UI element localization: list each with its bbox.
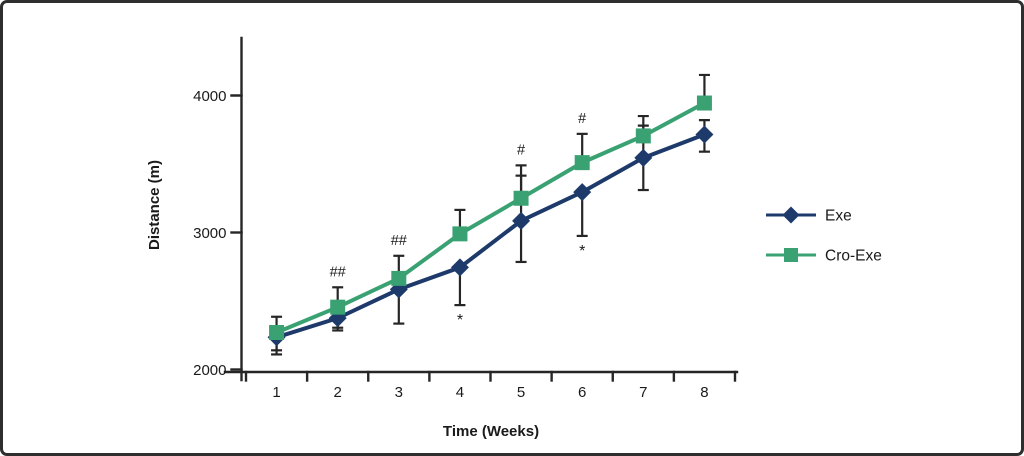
x-tick-label: 7: [639, 384, 647, 401]
x-tick-label: 1: [272, 384, 280, 401]
x-tick-label: 4: [456, 384, 464, 401]
x-axis-label: Time (Weeks): [443, 423, 539, 440]
x-tick-label: 6: [578, 384, 586, 401]
data-point-marker: [513, 190, 529, 206]
significance-annotation: ##: [330, 264, 346, 280]
data-point-marker: [635, 128, 651, 144]
data-point-marker: [452, 226, 468, 242]
legend-label-cro-exe: Cro-Exe: [825, 248, 882, 265]
data-point-marker: [391, 270, 407, 286]
y-tick-label: 3000: [193, 225, 226, 242]
legend: Exe Cro-Exe: [766, 206, 882, 265]
data-point-marker: [330, 299, 346, 315]
x-tick-label: 2: [334, 384, 342, 401]
y-tick-label: 4000: [193, 88, 226, 105]
y-axis-label: Distance (m): [146, 160, 163, 250]
legend-label-exe: Exe: [825, 208, 852, 225]
x-tick-label: 5: [517, 384, 525, 401]
series-markers-cro-exe: [269, 95, 712, 341]
axes: [223, 36, 739, 382]
y-tick-label: 2000: [193, 362, 226, 379]
data-point-marker: [574, 155, 590, 171]
data-point-marker: [696, 95, 712, 111]
data-point-marker: [634, 148, 653, 167]
legend-item-exe: Exe: [766, 206, 852, 225]
data-point-marker: [450, 258, 469, 277]
significance-annotation: *: [457, 312, 463, 329]
series-line-exe: [275, 132, 706, 340]
data-point-marker: [512, 211, 531, 230]
legend-item-cro-exe: Cro-Exe: [766, 248, 882, 265]
tick-labels: 2000 3000 4000 1 2 3 4 5 6 7 8: [193, 88, 708, 401]
x-tick-label: 3: [395, 384, 403, 401]
significance-annotation: #: [517, 142, 525, 158]
data-point-marker: [695, 125, 714, 144]
cro-exe-square-marker-icon: [784, 248, 798, 262]
x-tick-label: 8: [700, 384, 708, 401]
series-line-cro-exe: [275, 101, 706, 335]
significance-annotation: #: [578, 111, 586, 127]
significance-annotation: *: [579, 243, 585, 260]
significance-annotations: ######**: [330, 111, 587, 329]
significance-annotation: ##: [391, 233, 407, 249]
data-point-marker: [573, 183, 592, 202]
data-point-marker: [269, 325, 285, 341]
exe-diamond-marker-icon: [782, 206, 800, 224]
